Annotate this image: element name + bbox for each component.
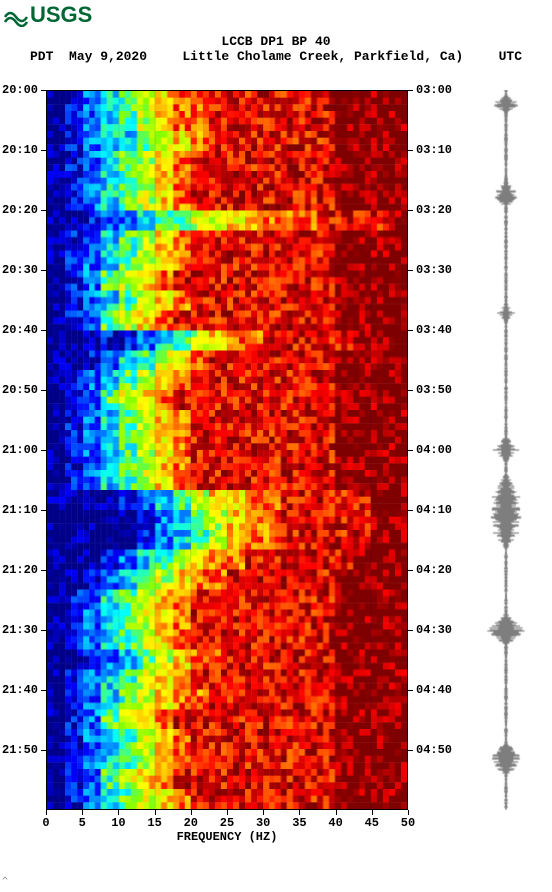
ytick-pdt: 21:20 [2, 563, 38, 577]
xtick: 15 [147, 816, 161, 830]
usgs-logo-text: USGS [30, 2, 92, 28]
x-axis-label: FREQUENCY (HZ) [0, 830, 454, 844]
xtick: 40 [328, 816, 342, 830]
pdt-date: PDT May 9,2020 [30, 49, 147, 64]
ytick-pdt: 20:00 [2, 83, 38, 97]
ytick-utc: 04:20 [416, 563, 452, 577]
ytick-utc: 04:30 [416, 623, 452, 637]
ytick-utc: 03:00 [416, 83, 452, 97]
ytick-utc: 03:10 [416, 143, 452, 157]
ytick-pdt: 21:00 [2, 443, 38, 457]
ytick-utc: 03:50 [416, 383, 452, 397]
location-label: Little Cholame Creek, Parkfield, Ca) [147, 49, 499, 64]
ytick-pdt: 20:20 [2, 203, 38, 217]
ytick-pdt: 20:30 [2, 263, 38, 277]
xtick: 35 [292, 816, 306, 830]
ytick-utc: 03:20 [416, 203, 452, 217]
xtick: 25 [220, 816, 234, 830]
chart-header: LCCB DP1 BP 40 PDT May 9,2020 Little Cho… [0, 34, 552, 64]
footer-mark: ^ [2, 876, 8, 887]
ytick-pdt: 21:40 [2, 683, 38, 697]
ytick-utc: 04:10 [416, 503, 452, 517]
spectrogram-canvas [47, 91, 407, 809]
usgs-wave-icon [4, 3, 28, 27]
ytick-utc: 03:40 [416, 323, 452, 337]
xtick: 30 [256, 816, 270, 830]
ytick-utc: 04:50 [416, 743, 452, 757]
ytick-pdt: 21:30 [2, 623, 38, 637]
spectrogram-plot [46, 90, 408, 810]
chart-title: LCCB DP1 BP 40 [0, 34, 552, 49]
ytick-pdt: 21:50 [2, 743, 38, 757]
ytick-utc: 03:30 [416, 263, 452, 277]
xtick: 20 [184, 816, 198, 830]
usgs-logo: USGS [0, 0, 552, 30]
ytick-pdt: 21:10 [2, 503, 38, 517]
utc-label: UTC [499, 49, 522, 64]
xtick: 10 [111, 816, 125, 830]
xtick: 50 [401, 816, 415, 830]
chart-subtitle: PDT May 9,2020 Little Cholame Creek, Par… [0, 49, 552, 64]
ytick-pdt: 20:40 [2, 323, 38, 337]
xtick: 45 [365, 816, 379, 830]
xtick: 0 [42, 816, 49, 830]
seismogram-waveform [466, 90, 546, 810]
ytick-utc: 04:40 [416, 683, 452, 697]
ytick-pdt: 20:10 [2, 143, 38, 157]
ytick-utc: 04:00 [416, 443, 452, 457]
xtick: 5 [79, 816, 86, 830]
ytick-pdt: 20:50 [2, 383, 38, 397]
